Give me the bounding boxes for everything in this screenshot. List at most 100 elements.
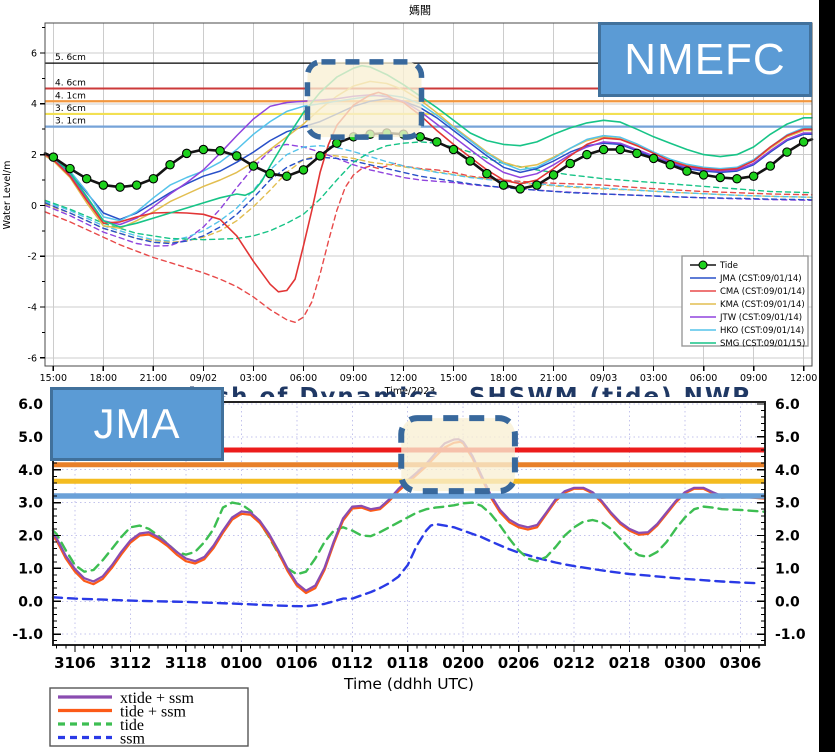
tide-marker <box>682 166 692 176</box>
y-tick-label: 0 <box>31 201 37 212</box>
tide-marker <box>198 144 209 155</box>
top-chart-ylabel: Water Level/m <box>2 161 13 230</box>
x-tick-label: 0118 <box>387 654 429 672</box>
x-tick-label: 0206 <box>498 654 540 672</box>
x-tick-label: 06:00 <box>690 373 717 384</box>
legend-entry-label: tide + ssm <box>120 703 186 720</box>
y-tick-label: -4 <box>28 302 37 313</box>
tide-marker <box>265 168 275 179</box>
jma-callout-box: JMA <box>50 387 224 461</box>
jma-tide-ssm-series-ssm <box>51 522 761 608</box>
tide-marker <box>165 160 175 170</box>
x-tick-label: 03:00 <box>640 373 667 384</box>
jma-tide-ssm-series-xtide-plus-ssm <box>51 438 767 592</box>
tide-marker <box>748 171 759 181</box>
tide-marker <box>298 165 309 175</box>
tide-marker <box>415 132 425 142</box>
reference-line-label: 4. 1cm <box>55 91 86 101</box>
x-tick-label: 21:00 <box>140 373 167 384</box>
tide-marker <box>48 152 59 162</box>
x-tick-label: 21:00 <box>540 373 567 384</box>
tide-marker <box>632 148 642 159</box>
y-tick-label-right: 2.0 <box>775 529 800 545</box>
nmefc-water-level-frame <box>44 22 813 367</box>
nmefc-water-level-series-JMA-prev <box>44 156 813 245</box>
y-tick-label: 1.0 <box>18 561 43 577</box>
jma-tide-ssm-frame <box>52 401 766 646</box>
legend-tide-marker <box>698 260 708 270</box>
tide-marker <box>565 158 575 169</box>
x-tick-label: 12:00 <box>390 373 417 384</box>
y-tick-label: 4.0 <box>18 463 43 479</box>
jma-tide-ssm-highlight-box <box>398 415 518 495</box>
legend-entry-label: KMA (CST:09/01/14) <box>720 300 805 310</box>
tide-marker <box>248 161 259 171</box>
tide-marker <box>782 147 792 157</box>
reference-line-label: 3. 1cm <box>55 117 86 127</box>
legend-entry-label: CMA (CST:09/01/14) <box>720 287 805 297</box>
y-tick-label: 6.0 <box>18 397 43 413</box>
y-tick-label: -2 <box>28 252 37 263</box>
bottom-chart-xlabel: Time (ddhh UTC) <box>343 675 474 693</box>
x-tick-label: 0218 <box>609 654 651 672</box>
tide-marker <box>232 151 242 161</box>
y-tick-label-right: 5.0 <box>775 430 800 446</box>
x-tick-label: 0112 <box>331 654 373 672</box>
reference-line-label: 5. 6cm <box>55 53 86 63</box>
top-chart-xlabel: Time/2023 <box>384 386 436 397</box>
x-tick-label: 09/03 <box>590 373 617 384</box>
y-tick-label-right: 3.0 <box>775 496 800 512</box>
legend-box <box>681 255 809 347</box>
tide-marker <box>448 144 459 155</box>
y-tick-label: -6 <box>28 353 37 364</box>
nmefc-label: NMEFC <box>624 34 786 84</box>
tide-marker <box>548 170 559 180</box>
legend-entry-label: JTW (CST:09/01/14) <box>719 313 802 323</box>
x-tick-label: 15:00 <box>440 373 467 384</box>
legend-entry-label: Tide <box>719 261 738 271</box>
nmefc-callout-box: NMEFC <box>598 22 812 97</box>
tide-marker <box>181 148 192 159</box>
tide-marker <box>598 144 609 155</box>
tide-marker <box>515 184 525 194</box>
y-tick-label-right: 6.0 <box>775 397 800 413</box>
x-tick-label: 15:00 <box>40 373 67 384</box>
y-tick-label: 4 <box>31 99 37 110</box>
y-tick-label: 5.0 <box>18 430 43 446</box>
tide-marker <box>732 173 742 184</box>
tide-marker <box>215 146 225 156</box>
x-tick-label: 09:00 <box>340 373 367 384</box>
tide-marker <box>498 180 509 190</box>
x-tick-label: 09/02 <box>190 373 217 384</box>
x-tick-label: 3112 <box>110 654 152 672</box>
tide-marker <box>698 170 709 180</box>
legend-entry-label: xtide + ssm <box>120 690 194 707</box>
reference-line-label: 3. 6cm <box>55 104 86 114</box>
nmefc-water-level-series-HKO <box>44 94 813 222</box>
legend-entry-label: tide <box>120 717 144 734</box>
legend-entry-label: JMA (CST:09/01/14) <box>719 274 802 284</box>
jma-tide-ssm-series-tide-plus-ssm <box>51 440 767 595</box>
x-tick-label: 0300 <box>664 654 706 672</box>
y-tick-label-right: -1.0 <box>775 627 806 643</box>
x-tick-label: 09:00 <box>740 373 767 384</box>
y-tick-label: 6 <box>31 48 37 59</box>
tide-marker <box>648 153 659 164</box>
y-tick-label-right: 1.0 <box>775 561 800 577</box>
tide-marker <box>582 149 592 160</box>
x-tick-label: 0106 <box>276 654 318 672</box>
tide-marker <box>315 151 325 161</box>
tide-marker <box>65 163 75 174</box>
tide-marker <box>282 171 292 181</box>
x-tick-label: 3106 <box>54 654 96 672</box>
y-tick-label: 3.0 <box>18 496 43 512</box>
nmefc-water-level-series-CMA-prev <box>44 162 813 323</box>
x-tick-label: 0212 <box>553 654 595 672</box>
tide-marker <box>532 180 542 190</box>
x-tick-label: 18:00 <box>90 373 117 384</box>
y-tick-label: 2 <box>31 150 37 161</box>
x-tick-label: 0306 <box>720 654 762 672</box>
